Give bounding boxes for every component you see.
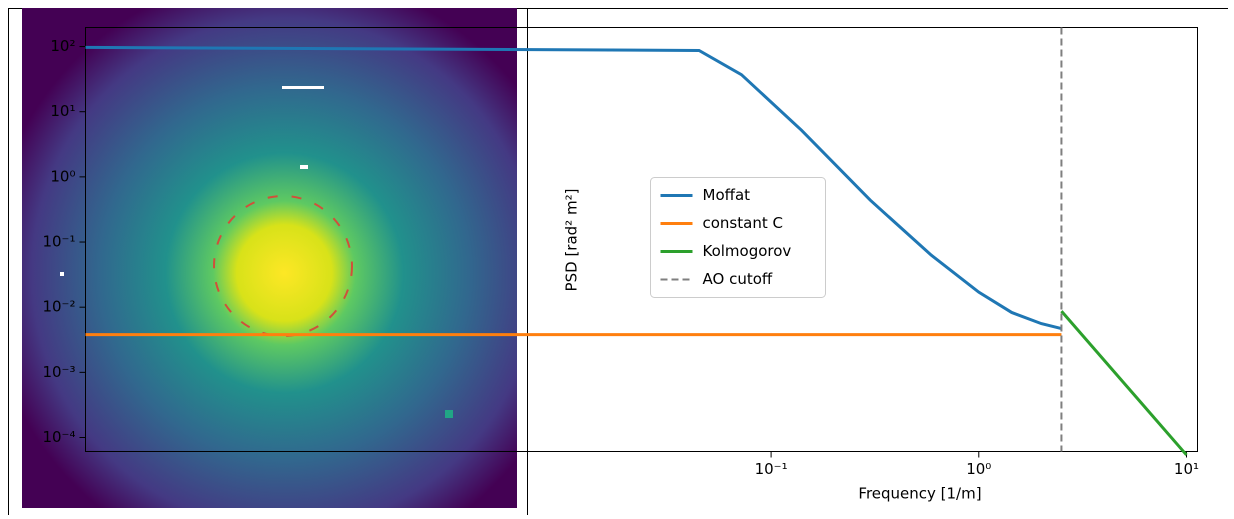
plot-frame (85, 27, 1198, 452)
y-tick-label: 10⁻¹ (42, 233, 75, 251)
x-tick-label: 10⁰ (966, 460, 991, 478)
y-tick-label: 10⁻³ (42, 363, 75, 381)
y-tick-label: 10² (50, 37, 75, 55)
x-axis-label: Frequency [1/m] (858, 485, 981, 503)
y-tick-label: 10¹ (50, 102, 75, 120)
legend-label: Kolmogorov (703, 242, 792, 260)
legend-label: constant C (703, 214, 783, 232)
y-tick-label: 10⁻⁴ (42, 428, 75, 446)
line-0 (85, 45, 1062, 331)
y-axis-label: PSD [rad² m²] (563, 189, 581, 292)
legend-label: Moffat (703, 186, 751, 204)
legend-box (650, 177, 826, 298)
legend-label: AO cutoff (703, 270, 773, 288)
y-tick-label: 10⁰ (50, 167, 75, 185)
line-2 (1060, 310, 1188, 456)
psf-image (22, 8, 517, 508)
x-tick-label: 10⁻¹ (755, 460, 788, 478)
y-tick-label: 10⁻² (42, 298, 75, 316)
x-tick-label: 10¹ (1174, 460, 1199, 478)
